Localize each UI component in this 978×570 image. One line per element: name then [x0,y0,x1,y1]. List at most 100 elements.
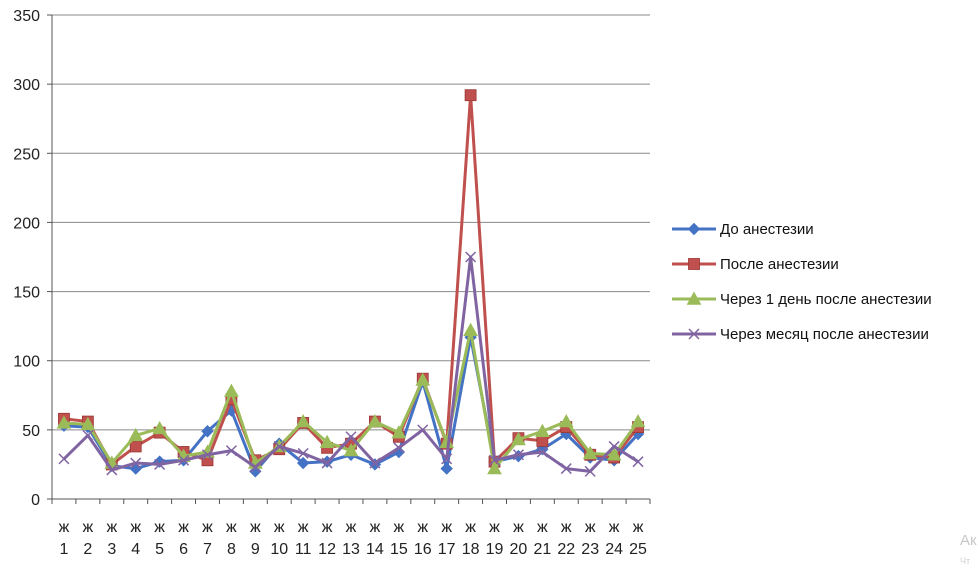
data-point [201,425,214,438]
data-point [688,328,700,340]
x-tick-label: ж 25 [629,519,647,558]
x-tick-label: ж 18 [462,519,480,558]
legend-label: До анестезии [720,221,814,238]
data-point [369,457,381,469]
x-tick-label: ж 19 [486,519,504,558]
y-tick-label: 300 [13,77,40,94]
x-tick-label: ж 21 [533,519,551,558]
y-axis: 0 50 100 150 200 250 300 350 [13,8,53,509]
series-4 [58,251,644,477]
legend-item: До анестезии [672,221,814,238]
data-point [129,440,142,453]
data-point [80,416,96,431]
data-point [558,414,574,428]
data-point [249,461,261,473]
data-point [106,464,118,476]
x-tick-label: ж 23 [581,519,599,558]
data-point [295,414,311,428]
data-point [393,442,405,454]
data-point [273,440,285,452]
data-point [560,463,572,475]
data-point [535,423,550,437]
legend-item: После анестезии [672,256,839,273]
x-tick-label: ж 16 [414,519,432,558]
y-tick-label: 150 [13,285,40,302]
data-point [584,465,596,477]
data-point [582,445,598,460]
data-point [536,435,549,447]
data-point [688,258,700,270]
data-point [686,291,702,305]
data-point [321,457,333,469]
x-axis: ж 1 ж 2 ж 3 ж 4 ж 5 ж 6 ж 7 ж 8 ж 9 ж 10 ж 11 ж 12 ж 13 ж 14 ж 15 ж 16 ж… [51,498,651,558]
data-point [367,414,383,428]
legend-item: Через месяц после анестезии [672,326,929,343]
gridlines [52,14,650,431]
x-tick-label: ж 22 [557,519,575,558]
x-tick-label: ж 10 [270,519,288,558]
data-point [201,449,214,461]
series-2 [58,89,644,471]
data-point [606,447,622,461]
data-point [58,453,70,465]
data-point [415,372,431,386]
y-tick-label: 100 [13,354,40,371]
x-tick-label: ж 15 [390,519,408,558]
data-point [487,461,502,475]
x-tick-label: ж 24 [605,519,623,558]
data-point [225,445,237,457]
x-tick-label: ж 14 [366,519,384,558]
data-point [178,454,190,466]
x-tick-label: ж 12 [318,519,336,558]
data-point [488,454,501,466]
series-3 [56,322,646,475]
legend-label: После анестезии [720,256,839,273]
series-line [63,93,640,466]
data-point [297,447,309,459]
data-point [343,443,359,457]
data-point [536,446,548,458]
data-point [56,415,72,429]
data-point [345,431,357,443]
y-tick-label: 50 [22,423,40,440]
data-point [464,89,477,102]
data-point [130,457,142,469]
legend: До анестезии После анестезии Через 1 день … [672,221,932,343]
data-point [154,458,166,470]
data-point [687,222,701,236]
y-tick-label: 200 [13,215,40,232]
data-point [152,420,167,435]
watermark-text: Ак [960,532,977,549]
data-point [441,453,453,465]
data-point [440,462,453,475]
data-point [391,425,407,439]
data-point [417,424,429,436]
data-point [463,322,478,336]
data-point [465,251,477,263]
legend-label: Через 1 день после анестезии [720,291,932,308]
legend-item: Через 1 день после анестезии [672,291,932,308]
data-point [128,427,144,442]
data-point [512,449,524,461]
x-tick-label: ж 17 [438,519,456,558]
data-point [608,440,620,452]
data-point [511,432,526,446]
y-tick-label: 350 [13,8,40,25]
data-point [296,456,310,470]
data-point [319,434,335,449]
legend-label: Через месяц после анестезии [720,326,929,343]
data-point [632,456,644,468]
x-tick-label: ж 11 [295,519,312,558]
series-group [56,89,646,478]
y-tick-label: 0 [31,492,40,509]
y-tick-label: 250 [13,146,40,163]
